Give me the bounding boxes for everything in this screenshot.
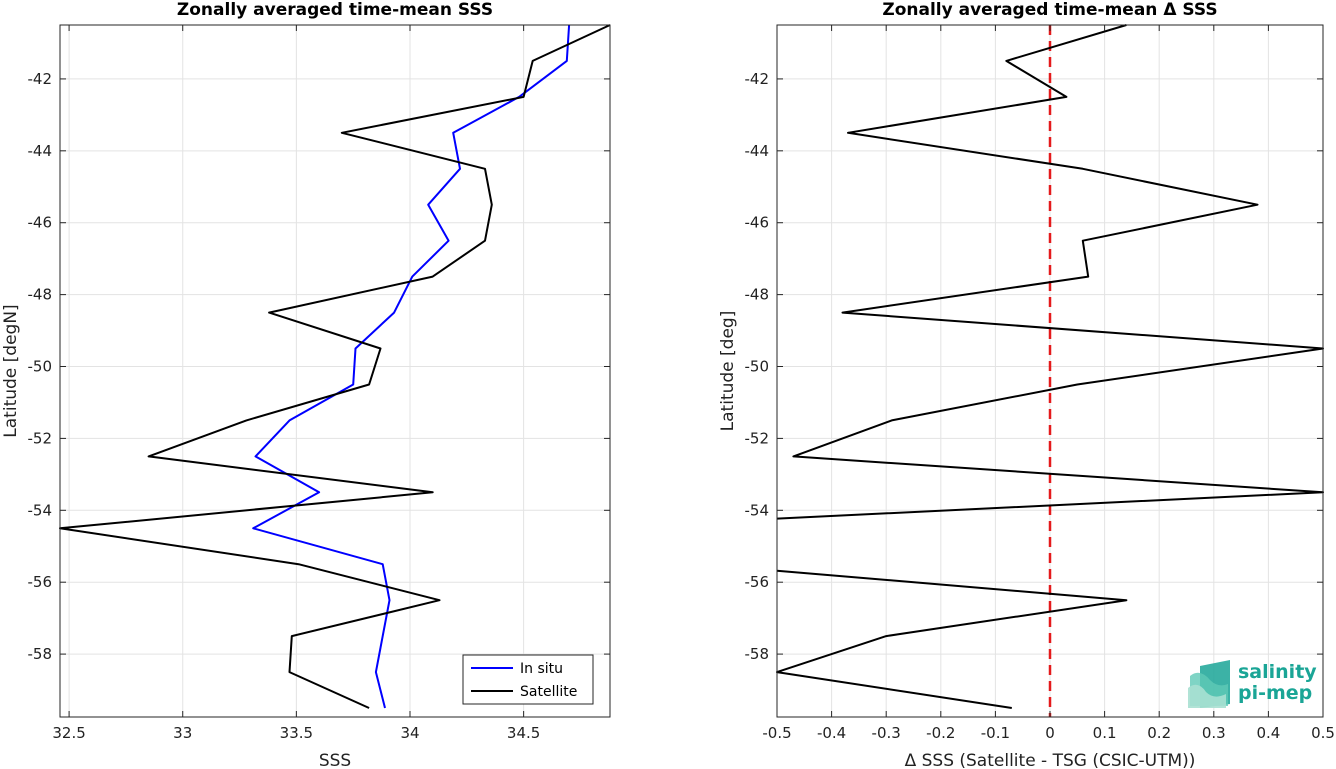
left-chart-title: Zonally averaged time-mean SSS <box>177 0 493 20</box>
right-delta-sss-series-line <box>776 24 1324 520</box>
left-y-tick-label: -48 <box>28 286 53 304</box>
left-x-tick-label: 34.5 <box>507 724 540 742</box>
left-grid <box>60 25 610 717</box>
left-x-tick-label: 32.5 <box>52 724 85 742</box>
right-y-tick-label: -48 <box>745 286 770 304</box>
logo-text-line1: salinity <box>1238 661 1317 683</box>
right-x-tick-label: -0.5 <box>762 724 791 742</box>
right-y-tick-label: -56 <box>745 573 770 591</box>
right-series-group <box>776 24 1324 717</box>
right-y-axis-label: Latitude [deg] <box>718 311 738 432</box>
right-chart-title: Zonally averaged time-mean Δ SSS <box>882 0 1217 20</box>
right-x-tick-label: 0.1 <box>1093 724 1117 742</box>
left-sss-panel: 32.5 33 33.5 34 34.5 -58 -56 -54 -52 -50 -48 -46 -44… <box>1 0 611 769</box>
right-y-tick-label: -46 <box>745 214 770 232</box>
right-x-tick-label: -0.2 <box>926 724 955 742</box>
left-y-axis-label: Latitude [degN] <box>1 304 21 437</box>
right-x-tick-label: -0.4 <box>817 724 846 742</box>
right-x-tick-label: -0.1 <box>981 724 1010 742</box>
right-delta-sss-series-line <box>776 569 1128 709</box>
right-y-tick-label: -42 <box>745 70 770 88</box>
right-y-tick-label: -52 <box>745 429 770 447</box>
logo-text-line2: pi-mep <box>1238 682 1312 704</box>
right-x-tick-label: 0.5 <box>1311 724 1335 742</box>
right-x-tick-label: 0 <box>1045 724 1055 742</box>
right-y-tick-label: -58 <box>745 645 770 663</box>
right-x-tick-label: 0.3 <box>1202 724 1226 742</box>
right-y-tick-label: -50 <box>745 358 770 376</box>
right-tick-labels: -0.5 -0.4 -0.3 -0.2 -0.1 0 0.1 0.2 0.3 0.4 0.5 -58 -… <box>745 25 1335 742</box>
left-plot-area <box>60 25 610 717</box>
left-y-tick-label: -56 <box>28 573 53 591</box>
left-y-tick-label: -58 <box>28 645 53 663</box>
legend-in-situ-label: In situ <box>520 661 563 677</box>
left-y-tick-label: -54 <box>28 501 53 519</box>
legend: In situ Satellite <box>462 654 594 705</box>
left-y-tick-label: -46 <box>28 214 53 232</box>
right-x-tick-label: 0.4 <box>1256 724 1280 742</box>
left-x-tick-label: 34 <box>400 724 419 742</box>
left-y-tick-label: -42 <box>28 70 53 88</box>
right-x-axis-label: Δ SSS (Satellite - TSG (CSIC-UTM)) <box>905 751 1196 769</box>
salinity-pi-mep-logo: salinity pi-mep <box>1188 660 1317 708</box>
left-y-tick-label: -50 <box>28 358 53 376</box>
left-x-tick-label: 33 <box>173 724 192 742</box>
right-x-tick-label: -0.3 <box>872 724 901 742</box>
left-tick-labels: 32.5 33 33.5 34 34.5 -58 -56 -54 -52 -50 -48 -46 -44… <box>28 25 610 742</box>
left-y-tick-label: -52 <box>28 429 53 447</box>
left-in-situ-series-line <box>252 24 571 709</box>
right-x-tick-label: 0.2 <box>1147 724 1171 742</box>
left-y-tick-label: -44 <box>28 142 53 160</box>
left-plot-frame <box>59 24 611 718</box>
right-delta-panel: -0.5 -0.4 -0.3 -0.2 -0.1 0 0.1 0.2 0.3 0.4 0.5 -58 -… <box>718 0 1335 769</box>
wave-logo-icon <box>1188 660 1230 708</box>
left-x-axis-label: SSS <box>319 751 351 769</box>
legend-box <box>462 654 594 705</box>
right-y-tick-label: -44 <box>745 142 770 160</box>
right-y-tick-label: -54 <box>745 501 770 519</box>
left-satellite-series-line <box>59 24 611 709</box>
left-x-tick-label: 33.5 <box>280 724 313 742</box>
left-series-group <box>59 24 611 709</box>
legend-satellite-label: Satellite <box>520 684 577 700</box>
